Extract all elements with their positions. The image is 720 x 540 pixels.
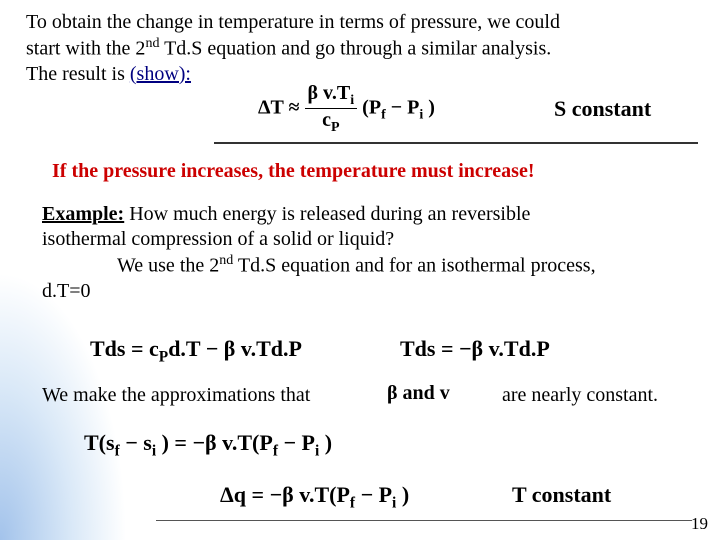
red-conclusion: If the pressure increases, the temperatu… [52, 160, 535, 183]
intro-line3: The result is [26, 63, 130, 85]
intro-line2a: start with the 2 [26, 38, 145, 60]
eq4-b: − P [355, 482, 392, 507]
ex-line2: isothermal compression of a solid or liq… [42, 228, 394, 250]
eq4-a: Δq = −β v.T(P [220, 482, 350, 507]
tds-equation-isothermal: Tds = −β v.Td.P [400, 336, 550, 362]
divider-2 [156, 520, 692, 521]
eq1-num-sub: i [350, 93, 354, 108]
example-label: Example: [42, 203, 124, 225]
eq3-c: ) = −β v.T(P [156, 430, 273, 455]
entropy-difference-equation: T(sf − si ) = −β v.T(Pf − Pi ) [84, 430, 332, 460]
eq1-rhs-c: ) [423, 96, 435, 118]
delta-t-equation: ΔT ≈ β v.TicP (Pf − Pi ) [258, 82, 435, 136]
eq2a-b: d.T − β v.Td.P [168, 336, 302, 361]
tds-equation-full: Tds = cPd.T − β v.Td.P [90, 336, 302, 366]
eq1-den-sub: P [331, 120, 340, 135]
eq1-lhs: ΔT ≈ [258, 96, 305, 118]
example-block: Example: How much energy is released dur… [42, 202, 700, 304]
eq1-fraction: β v.Ti cP [305, 82, 358, 136]
eq1-den-a: c [322, 109, 331, 131]
eq1-rhs-a: (P [357, 96, 381, 118]
eq3-e: ) [319, 430, 332, 455]
s-constant-label: S constant [554, 96, 651, 122]
eq3-b: − s [120, 430, 152, 455]
eq4-c: ) [396, 482, 409, 507]
show-link[interactable]: (show): [130, 63, 191, 85]
intro-paragraph: To obtain the change in temperature in t… [26, 10, 700, 87]
intro-sup: nd [145, 36, 159, 51]
ex-line1: How much energy is released during an re… [124, 203, 530, 225]
delta-q-equation: Δq = −β v.T(Pf − Pi ) [220, 482, 409, 512]
ex-line3a: We use the 2 [117, 255, 219, 277]
approx-text-2: are nearly constant. [502, 384, 658, 407]
intro-line2b: Td.S equation and go through a similar a… [159, 38, 551, 60]
page-number: 19 [691, 514, 708, 534]
t-constant-label: T constant [512, 482, 611, 508]
beta-and-v: β and v [387, 382, 450, 405]
approx-text-1: We make the approximations that [42, 384, 310, 407]
divider-1 [214, 142, 698, 144]
ex-line3b: Td.S equation and for an isothermal proc… [233, 255, 595, 277]
slide-content: To obtain the change in temperature in t… [0, 0, 720, 87]
ex-line4: d.T=0 [42, 280, 91, 302]
eq2a-a: Tds = c [90, 336, 159, 361]
eq1-num-a: β v.T [308, 82, 351, 104]
eq3-d: − P [278, 430, 315, 455]
intro-line1: To obtain the change in temperature in t… [26, 11, 560, 33]
ex-sup: nd [219, 253, 233, 268]
eq3-a: T(s [84, 430, 115, 455]
eq1-rhs-b: − P [386, 96, 420, 118]
eq2a-sub: P [159, 348, 168, 365]
